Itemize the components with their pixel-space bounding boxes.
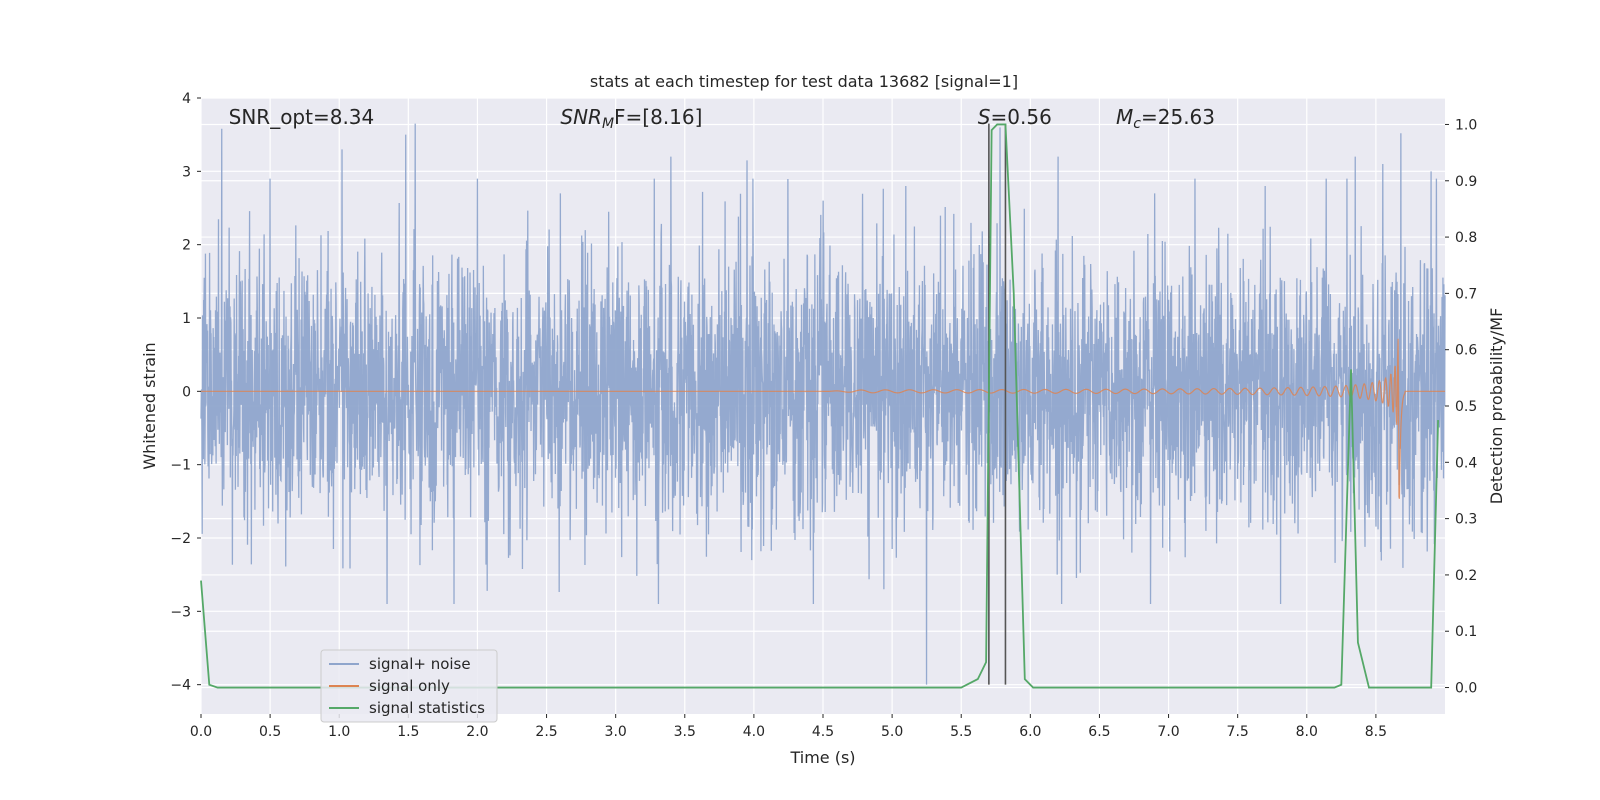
- series-signal-only: [201, 338, 1445, 499]
- y-axis-label: Whitened strain: [140, 342, 159, 469]
- y2-axis-ticks: 1.0 0.9 0.8 0.7 0.6 0.5 0.4 0.3 0.2 0.1 0.0: [1445, 117, 1477, 697]
- y-tick-label-2: 2: [182, 238, 191, 254]
- legend-label-1: signal only: [369, 677, 450, 695]
- y-tick-label-3: 1: [182, 311, 191, 327]
- y2-tick-label-7: 0.3: [1455, 512, 1477, 528]
- legend: signal+ noise signal only signal statistic…: [320, 649, 498, 723]
- y2-axis-label: Detection probability/MF: [1487, 308, 1506, 505]
- x-tick-label-0: 0.0: [190, 724, 212, 740]
- x-tick-label-11: 5.5: [950, 724, 972, 740]
- y2-tick-label-9: 0.1: [1455, 624, 1477, 640]
- y-tick-label-6: −2: [170, 531, 191, 547]
- x-tick-label-4: 2.0: [466, 724, 488, 740]
- x-tick-label-12: 6.0: [1019, 724, 1041, 740]
- y-tick-label-4: 0: [182, 384, 191, 400]
- x-tick-label-7: 3.5: [674, 724, 696, 740]
- x-tick-label-17: 8.5: [1365, 724, 1387, 740]
- y2-tick-label-5: 0.5: [1455, 399, 1477, 415]
- x-tick-label-10: 5.0: [881, 724, 903, 740]
- y2-tick-label-2: 0.8: [1455, 230, 1477, 246]
- annotation-2: S=0.56: [978, 105, 1052, 129]
- x-tick-label-1: 0.5: [259, 724, 281, 740]
- y-tick-label-8: −4: [170, 678, 191, 694]
- series-signal-noise: [200, 123, 1446, 685]
- y-tick-label-5: −1: [170, 458, 191, 474]
- x-tick-label-16: 8.0: [1296, 724, 1318, 740]
- y-axis-ticks: 4 3 2 1 0 −1 −2 −3 −4: [170, 91, 201, 694]
- chart-title: stats at each timestep for test data 136…: [590, 72, 1018, 91]
- y2-tick-label-0: 1.0: [1455, 117, 1477, 133]
- legend-label-0: signal+ noise: [369, 655, 471, 673]
- x-tick-label-8: 4.0: [743, 724, 765, 740]
- annotation-3: Mc=25.63: [1116, 105, 1215, 132]
- y2-tick-label-10: 0.0: [1455, 681, 1477, 697]
- annotation-0: SNR_opt=8.34: [229, 105, 375, 129]
- annotations: SNR_opt=8.34 SNRMF=[8.16] S=0.56 Mc=25.63: [229, 105, 1215, 132]
- y-tick-label-7: −3: [170, 604, 191, 620]
- y2-tick-label-6: 0.4: [1455, 455, 1477, 471]
- y2-tick-label-1: 0.9: [1455, 174, 1477, 190]
- x-axis-label: Time (s): [789, 748, 855, 767]
- x-tick-label-3: 1.5: [397, 724, 419, 740]
- x-tick-label-9: 4.5: [812, 724, 834, 740]
- x-tick-label-2: 1.0: [328, 724, 350, 740]
- x-tick-label-15: 7.5: [1227, 724, 1249, 740]
- y2-tick-label-8: 0.2: [1455, 568, 1477, 584]
- noise-line: [200, 123, 1446, 685]
- legend-label-2: signal statistics: [369, 699, 485, 717]
- chirp-line: [201, 338, 1445, 499]
- x-axis-ticks: 0.0 0.5 1.0 1.5 2.0 2.5 3.0 3.5 4.0 4.5 5.0 5.5 6.0 6…: [190, 714, 1387, 740]
- y2-tick-label-3: 0.7: [1455, 286, 1477, 302]
- x-tick-label-6: 3.0: [605, 724, 627, 740]
- annotation-1: SNRMF=[8.16]: [560, 105, 702, 132]
- x-tick-label-14: 7.0: [1157, 724, 1179, 740]
- legend-box: [320, 649, 498, 723]
- x-tick-label-13: 6.5: [1088, 724, 1110, 740]
- x-tick-label-5: 2.5: [535, 724, 557, 740]
- y-tick-label-1: 3: [182, 164, 191, 180]
- y2-tick-label-4: 0.6: [1455, 343, 1477, 359]
- y-tick-label-0: 4: [182, 91, 191, 107]
